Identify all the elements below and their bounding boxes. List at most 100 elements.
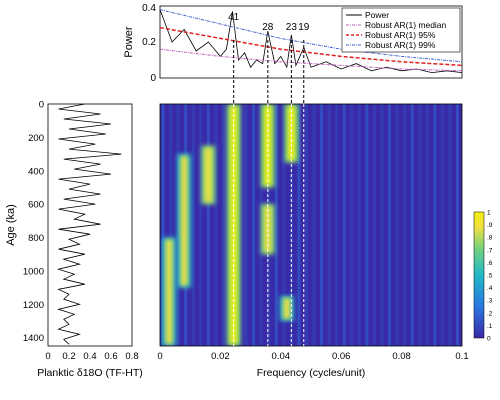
age-tick-label: 400: [28, 166, 44, 177]
colorbar-tick-label: 1: [487, 210, 491, 217]
legend-box: [341, 7, 461, 53]
isotope-x-tick-labels: 0 0.2 0.4 0.6 0.8: [45, 351, 138, 362]
heatmap-band-core: [287, 106, 295, 161]
power-y-tick-0: 0: [150, 73, 156, 84]
heatmap-frame: [159, 103, 463, 347]
colorbar-tick-labels: 0 .1 .2 .3 .4 .5 .6 .7 .8 .9 1: [487, 210, 493, 343]
age-tick-label: 800: [28, 233, 44, 244]
heatmap-texture-stripe: [191, 104, 195, 346]
heatmap-texture-stripe: [312, 104, 316, 346]
heatmap-texture-stripe: [214, 104, 218, 346]
peak-labels-group: 41 28 23 19: [228, 12, 310, 33]
legend-label-median: Robust AR(1) median: [365, 20, 447, 30]
age-tick-label: 0: [39, 100, 44, 111]
peak-label-41: 41: [228, 12, 240, 23]
power-y-tick-0.4: 0.4: [142, 3, 156, 14]
power-series-line-2: [159, 26, 463, 67]
heatmap-texture-stripe: [372, 104, 376, 346]
isotope-tick-label: 0.2: [62, 351, 75, 362]
peak-label-28: 28: [262, 22, 274, 33]
legend-label-99: Robust AR(1) 99%: [365, 40, 436, 50]
colorbar-tick-label: .5: [487, 273, 493, 280]
age-tick-label: 200: [28, 133, 44, 144]
frequency-tick-label: 0: [157, 351, 162, 362]
heatmap-texture-stripe: [410, 104, 414, 346]
heatmap-texture-stripe: [395, 104, 399, 346]
isotope-tick-label: 0.6: [104, 351, 117, 362]
colorbar-tick-label: .3: [487, 298, 493, 305]
heatmap-texture-stripe: [169, 104, 173, 346]
power-series-group: [159, 9, 463, 74]
heatmap-texture-stripe: [380, 104, 384, 346]
frequency-tick-label: 0.04: [272, 351, 291, 362]
heatmap-texture-stripe: [418, 104, 422, 346]
power-series-line-1: [159, 48, 463, 72]
legend-label-power: Power: [365, 10, 389, 20]
power-y-axis-label: Power: [123, 26, 135, 58]
peak-connector-lines: [233, 40, 305, 346]
heatmap-texture-stripe: [357, 104, 361, 346]
heatmap-texture-stripe: [365, 104, 369, 346]
frequency-axis-label: Frequency (cycles/unit): [257, 367, 366, 379]
heatmap-texture-stripe: [327, 104, 331, 346]
frequency-tick-label: 0.08: [392, 351, 411, 362]
heatmap-band-core: [283, 297, 291, 319]
colorbar-tick-label: .2: [487, 310, 493, 317]
isotope-plot-frame: [47, 103, 133, 347]
colorbar-tick-label: .1: [487, 323, 493, 330]
heatmap-texture-stripe: [221, 104, 225, 346]
frequency-tick-labels: 0 0.02 0.04 0.06 0.08 0.1: [157, 351, 468, 362]
isotope-series-group: [57, 103, 122, 345]
heatmap-texture-stripe: [350, 104, 354, 346]
heatmap-texture-stripe: [252, 104, 256, 346]
heatmap-texture-stripe: [425, 104, 429, 346]
heatmap-texture-stripe: [161, 104, 165, 346]
age-tick-labels: 0 200 400 600 800 1000 1200 1400: [23, 100, 44, 345]
heatmap-texture-stripe: [335, 104, 339, 346]
heatmap-texture-stripe: [274, 104, 278, 346]
heatmap-texture-stripe: [433, 104, 437, 346]
heatmap-texture-stripe: [282, 104, 286, 346]
age-tick-label: 600: [28, 200, 44, 211]
heatmap-texture-stripe: [448, 104, 452, 346]
legend-label-95: Robust AR(1) 95%: [365, 30, 436, 40]
heatmap-texture-stripe: [455, 104, 459, 346]
colorbar-tick-label: .6: [487, 260, 493, 267]
heatmap-texture-stripe: [388, 104, 392, 346]
colorbar: 0 .1 .2 .3 .4 .5 .6 .7 .8 .9 1: [473, 210, 493, 343]
power-legend: Power Robust AR(1) median Robust AR(1) 9…: [341, 7, 461, 53]
heatmap-band-core: [165, 239, 173, 344]
colorbar-tick-label: .8: [487, 235, 493, 242]
power-series-line-3: [159, 9, 463, 63]
heatmap-band-core: [180, 156, 188, 286]
heatmap-band-core: [204, 147, 212, 203]
colorbar-gradient: [473, 211, 485, 339]
heatmap-texture-stripe: [206, 104, 210, 346]
frequency-tick-label: 0.06: [332, 351, 351, 362]
age-tick-label: 1000: [23, 266, 44, 277]
frequency-tick-label: 0.02: [211, 351, 230, 362]
heatmap-texture-stripe: [199, 104, 203, 346]
power-y-tick-0.2: 0.2: [142, 37, 156, 48]
heatmap-texture-stripe: [440, 104, 444, 346]
wavelet-heatmap-panel: 0 0.02 0.04 0.06 0.08 0.1 Frequency (cycles/u…: [157, 103, 469, 379]
isotope-series-line: [57, 103, 122, 345]
isotope-tick-label: 0.8: [125, 351, 138, 362]
colorbar-tick-label: 0: [487, 336, 491, 343]
isotope-x-axis-label: Planktic δ18O (TF-HT): [37, 367, 143, 379]
heatmap-texture-stripe: [244, 104, 248, 346]
age-tick-label: 1400: [23, 333, 44, 344]
peak-label-23: 23: [286, 22, 298, 33]
heatmap-background: [160, 104, 462, 346]
heatmap-texture-stripe: [320, 104, 324, 346]
heatmap-texture-stripe: [304, 104, 308, 346]
peak-label-19: 19: [298, 22, 310, 33]
heatmap-texture-stripe: [403, 104, 407, 346]
isotope-tick-label: 0: [45, 351, 50, 362]
heatmap-texture-stripe: [342, 104, 346, 346]
isotope-tick-label: 0.4: [83, 351, 96, 362]
colorbar-tick-label: .9: [487, 222, 493, 229]
power-spectrum-panel: Power 0 0.2 0.4 41 28 23 19 Power Robust AR…: [123, 3, 463, 84]
